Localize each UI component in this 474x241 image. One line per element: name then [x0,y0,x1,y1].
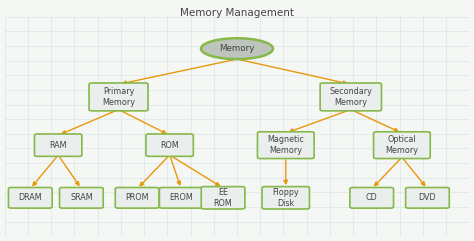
Text: DRAM: DRAM [18,193,42,202]
FancyBboxPatch shape [9,187,52,208]
Text: DVD: DVD [419,193,436,202]
FancyBboxPatch shape [115,187,159,208]
FancyBboxPatch shape [406,187,449,208]
FancyBboxPatch shape [201,187,245,209]
Text: Secondary
Memory: Secondary Memory [329,87,372,107]
Text: Floppy
Disk: Floppy Disk [273,188,299,208]
FancyBboxPatch shape [350,187,393,208]
FancyBboxPatch shape [35,134,82,156]
Text: Primary
Memory: Primary Memory [102,87,135,107]
Text: PROM: PROM [126,193,149,202]
FancyBboxPatch shape [320,83,382,111]
Text: Memory Management: Memory Management [180,8,294,18]
Text: Optical
Memory: Optical Memory [385,135,419,155]
FancyBboxPatch shape [262,187,310,209]
FancyBboxPatch shape [89,83,148,111]
Text: EROM: EROM [169,193,193,202]
Text: SRAM: SRAM [70,193,93,202]
FancyBboxPatch shape [146,134,193,156]
FancyBboxPatch shape [159,187,203,208]
Text: ROM: ROM [160,141,179,150]
Text: Magnetic
Memory: Magnetic Memory [267,135,304,155]
FancyBboxPatch shape [374,132,430,159]
Text: CD: CD [366,193,378,202]
FancyBboxPatch shape [257,132,314,159]
FancyBboxPatch shape [60,187,103,208]
Text: EE
ROM: EE ROM [214,188,232,208]
Ellipse shape [201,38,273,59]
Text: RAM: RAM [49,141,67,150]
Text: Memory: Memory [219,44,255,53]
